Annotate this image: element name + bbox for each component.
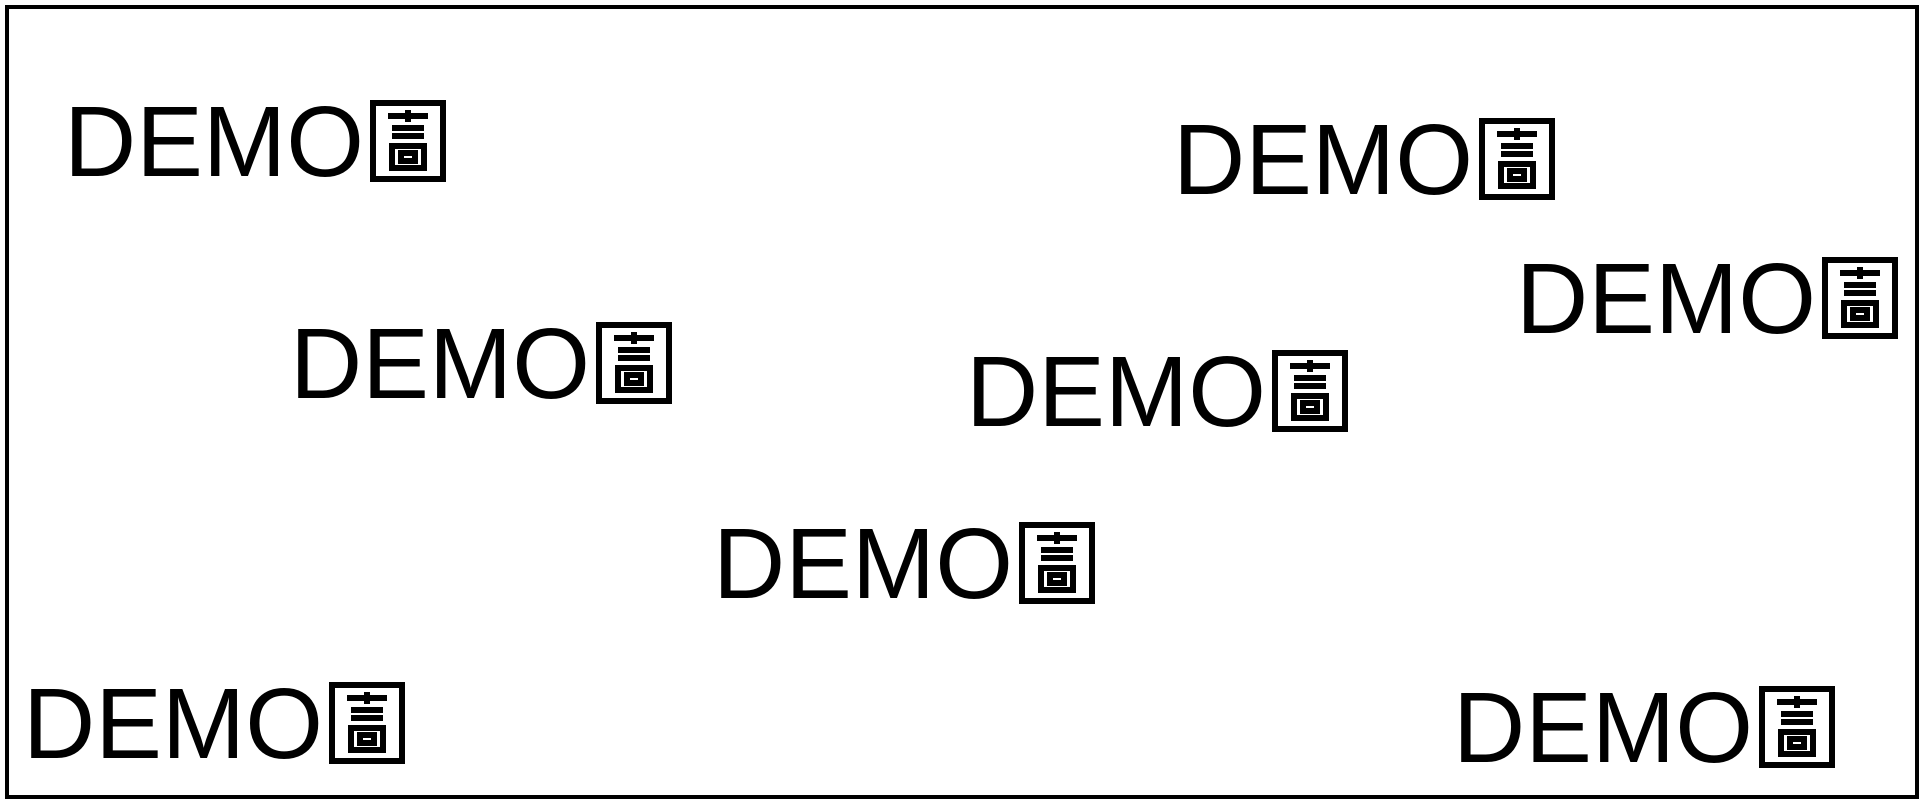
tu-glyph-icon bbox=[1019, 522, 1095, 604]
demo-label-text: DEMO bbox=[1173, 104, 1473, 216]
demo-label: DEMO bbox=[713, 514, 1095, 614]
demo-label-text: DEMO bbox=[713, 508, 1013, 620]
tu-glyph-icon bbox=[1759, 686, 1835, 768]
tu-glyph-icon bbox=[1479, 118, 1555, 200]
tu-glyph-icon bbox=[1822, 257, 1898, 339]
tu-glyph-icon bbox=[1272, 350, 1348, 432]
demo-label-text: DEMO bbox=[23, 668, 323, 780]
demo-label: DEMO bbox=[64, 92, 446, 192]
demo-label: DEMO bbox=[966, 342, 1348, 442]
demo-label-text: DEMO bbox=[1516, 243, 1816, 355]
demo-label: DEMO bbox=[1173, 110, 1555, 210]
demo-label-text: DEMO bbox=[290, 308, 590, 420]
tu-glyph-icon bbox=[596, 322, 672, 404]
demo-label: DEMO bbox=[1516, 249, 1898, 349]
demo-label: DEMO bbox=[290, 314, 672, 414]
demo-label-text: DEMO bbox=[966, 336, 1266, 448]
demo-label: DEMO bbox=[1453, 678, 1835, 778]
tu-glyph-icon bbox=[329, 682, 405, 764]
tu-glyph-icon bbox=[370, 100, 446, 182]
demo-canvas: DEMO DEMO DEMO DEMO DEMO DEMO DEMO DEMO bbox=[5, 5, 1919, 799]
demo-label: DEMO bbox=[23, 674, 405, 774]
demo-label-text: DEMO bbox=[64, 86, 364, 198]
demo-label-text: DEMO bbox=[1453, 672, 1753, 784]
